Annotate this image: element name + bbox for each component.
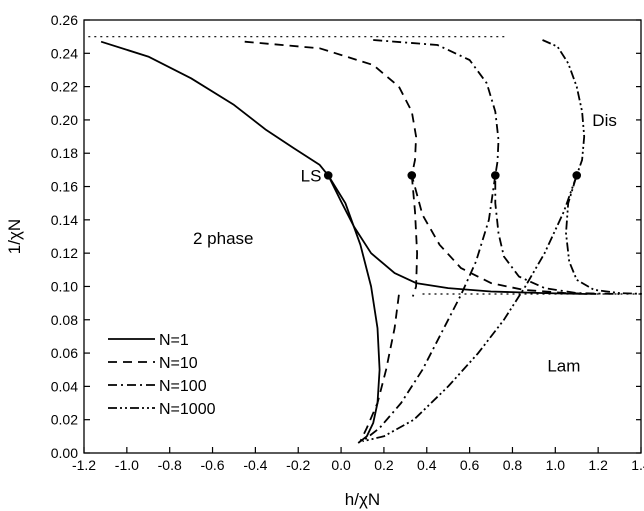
x-tick-label: 1.2 (588, 457, 608, 473)
x-tick-label: -0.8 (158, 457, 182, 473)
legend-label: N=1 (159, 332, 189, 349)
y-tick-label: 0.00 (51, 445, 78, 461)
legend-label: N=100 (159, 378, 207, 395)
y-tick-label: 0.14 (51, 212, 78, 228)
series-line-n10 (244, 40, 599, 295)
critical-point-marker (491, 171, 500, 180)
legend-label: N=10 (159, 355, 198, 372)
ticks-layer: -1.2 -1.0 -0.8 -0.6 -0.4 -0.2 0.0 0.2 0.4 0.6 0.8 1… (51, 12, 644, 473)
critical-point-marker (572, 171, 582, 180)
y-tick-label: 0.08 (51, 312, 78, 328)
x-tick-label: 0.2 (374, 457, 394, 473)
annotations-layer: LS 2 phase Dis Lam (193, 111, 617, 376)
y-tick-label: 0.18 (51, 145, 78, 161)
y-tick-label: 0.02 (51, 412, 78, 428)
x-tick-label: 0.8 (503, 457, 523, 473)
y-tick-label: 0.10 (51, 278, 78, 294)
plot-frame (83, 19, 642, 454)
critical-point-marker (323, 171, 333, 180)
region-label: Dis (592, 111, 617, 130)
legend: N=1 N=10 N=100 N=1000 (108, 332, 216, 418)
x-tick-label: 0.4 (417, 457, 437, 473)
series-line-n10 (359, 294, 400, 442)
x-tick-label: 1.0 (546, 457, 566, 473)
region-label: LS (301, 166, 322, 185)
x-axis-label: h/χN (345, 490, 380, 509)
y-tick-label: 0.24 (51, 45, 78, 61)
x-tick-label: -0.4 (243, 457, 267, 473)
y-tick-label: 0.12 (51, 245, 78, 261)
critical-point-marker (407, 171, 417, 180)
y-tick-label: 0.22 (51, 79, 78, 95)
y-tick-label: 0.26 (51, 12, 78, 28)
x-tick-label: -1.0 (115, 457, 139, 473)
series-line-n1 (327, 174, 381, 444)
x-tick-label: -0.6 (200, 457, 224, 473)
x-tick-label: -0.2 (286, 457, 310, 473)
x-tick-label: 0.6 (460, 457, 480, 473)
y-tick-label: 0.06 (51, 345, 78, 361)
region-label: Lam (547, 357, 580, 376)
series-line-n100 (361, 175, 497, 443)
critical-points-layer (323, 171, 582, 180)
series-line-n1000 (362, 175, 578, 443)
y-tick-label: 0.04 (51, 378, 78, 394)
x-tick-label: 0.0 (331, 457, 351, 473)
legend-label: N=1000 (159, 401, 216, 418)
x-tick-label: -1.2 (72, 457, 96, 473)
y-tick-label: 0.20 (51, 112, 78, 128)
series-line-n100 (373, 39, 620, 295)
series-line-n10 (410, 175, 418, 297)
series-line-n1000 (542, 39, 644, 295)
y-axis-label: 1/χN (5, 219, 24, 254)
y-tick-label: 0.16 (51, 179, 78, 195)
series-line-n1 (100, 40, 588, 295)
region-label: 2 phase (193, 229, 254, 248)
x-tick-label: 1.4 (631, 457, 644, 473)
